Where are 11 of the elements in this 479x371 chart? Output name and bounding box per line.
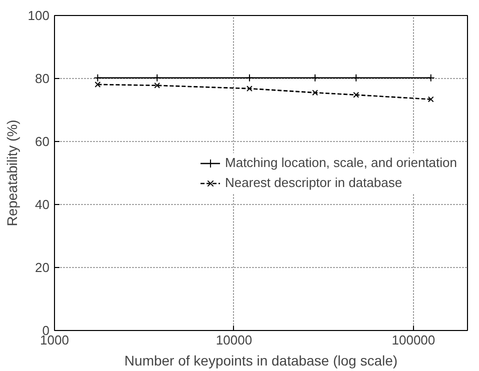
y-tick-label: 40 [35,197,50,212]
legend-label: Nearest descriptor in database [225,175,402,190]
y-tick-label: 20 [35,260,50,275]
y-tick-label: 80 [35,71,50,86]
y-tick-label: 60 [35,134,50,149]
x-tick-label: 100000 [392,332,436,348]
x-tick-label: 10000 [216,332,252,348]
y-axis-title: Repeatability (%) [4,120,20,226]
y-tick-label: 100 [28,8,50,23]
legend-label: Matching location, scale, and orientation [225,155,457,170]
x-axis-title: Number of keypoints in database (log scale) [124,352,398,368]
